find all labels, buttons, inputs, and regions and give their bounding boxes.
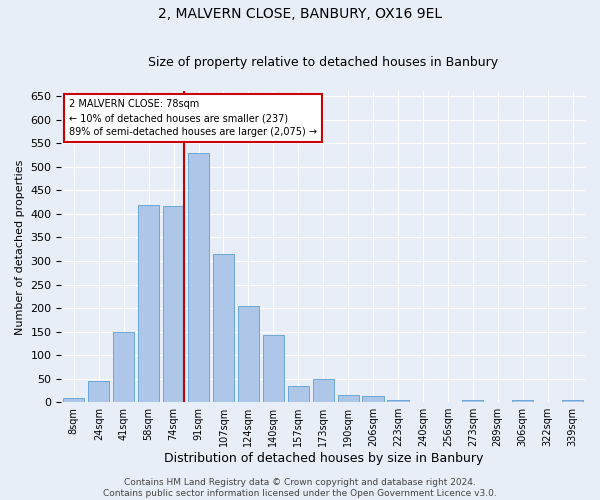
Bar [313, 378, 334, 402]
Bar [512, 400, 533, 402]
Bar [287, 386, 309, 402]
Bar [462, 400, 484, 402]
X-axis label: Distribution of detached houses by size in Banbury: Distribution of detached houses by size … [164, 452, 483, 465]
Title: Size of property relative to detached houses in Banbury: Size of property relative to detached ho… [148, 56, 498, 70]
Bar [138, 206, 159, 402]
Bar [88, 381, 109, 402]
Bar [562, 400, 583, 402]
Bar [263, 335, 284, 402]
Bar [213, 254, 234, 402]
Text: 2 MALVERN CLOSE: 78sqm
← 10% of detached houses are smaller (237)
89% of semi-de: 2 MALVERN CLOSE: 78sqm ← 10% of detached… [69, 100, 317, 138]
Text: 2, MALVERN CLOSE, BANBURY, OX16 9EL: 2, MALVERN CLOSE, BANBURY, OX16 9EL [158, 8, 442, 22]
Bar [188, 152, 209, 402]
Bar [63, 398, 85, 402]
Bar [113, 332, 134, 402]
Bar [238, 306, 259, 402]
Bar [362, 396, 383, 402]
Text: Contains HM Land Registry data © Crown copyright and database right 2024.
Contai: Contains HM Land Registry data © Crown c… [103, 478, 497, 498]
Y-axis label: Number of detached properties: Number of detached properties [15, 159, 25, 334]
Bar [163, 206, 184, 402]
Bar [388, 400, 409, 402]
Bar [338, 395, 359, 402]
